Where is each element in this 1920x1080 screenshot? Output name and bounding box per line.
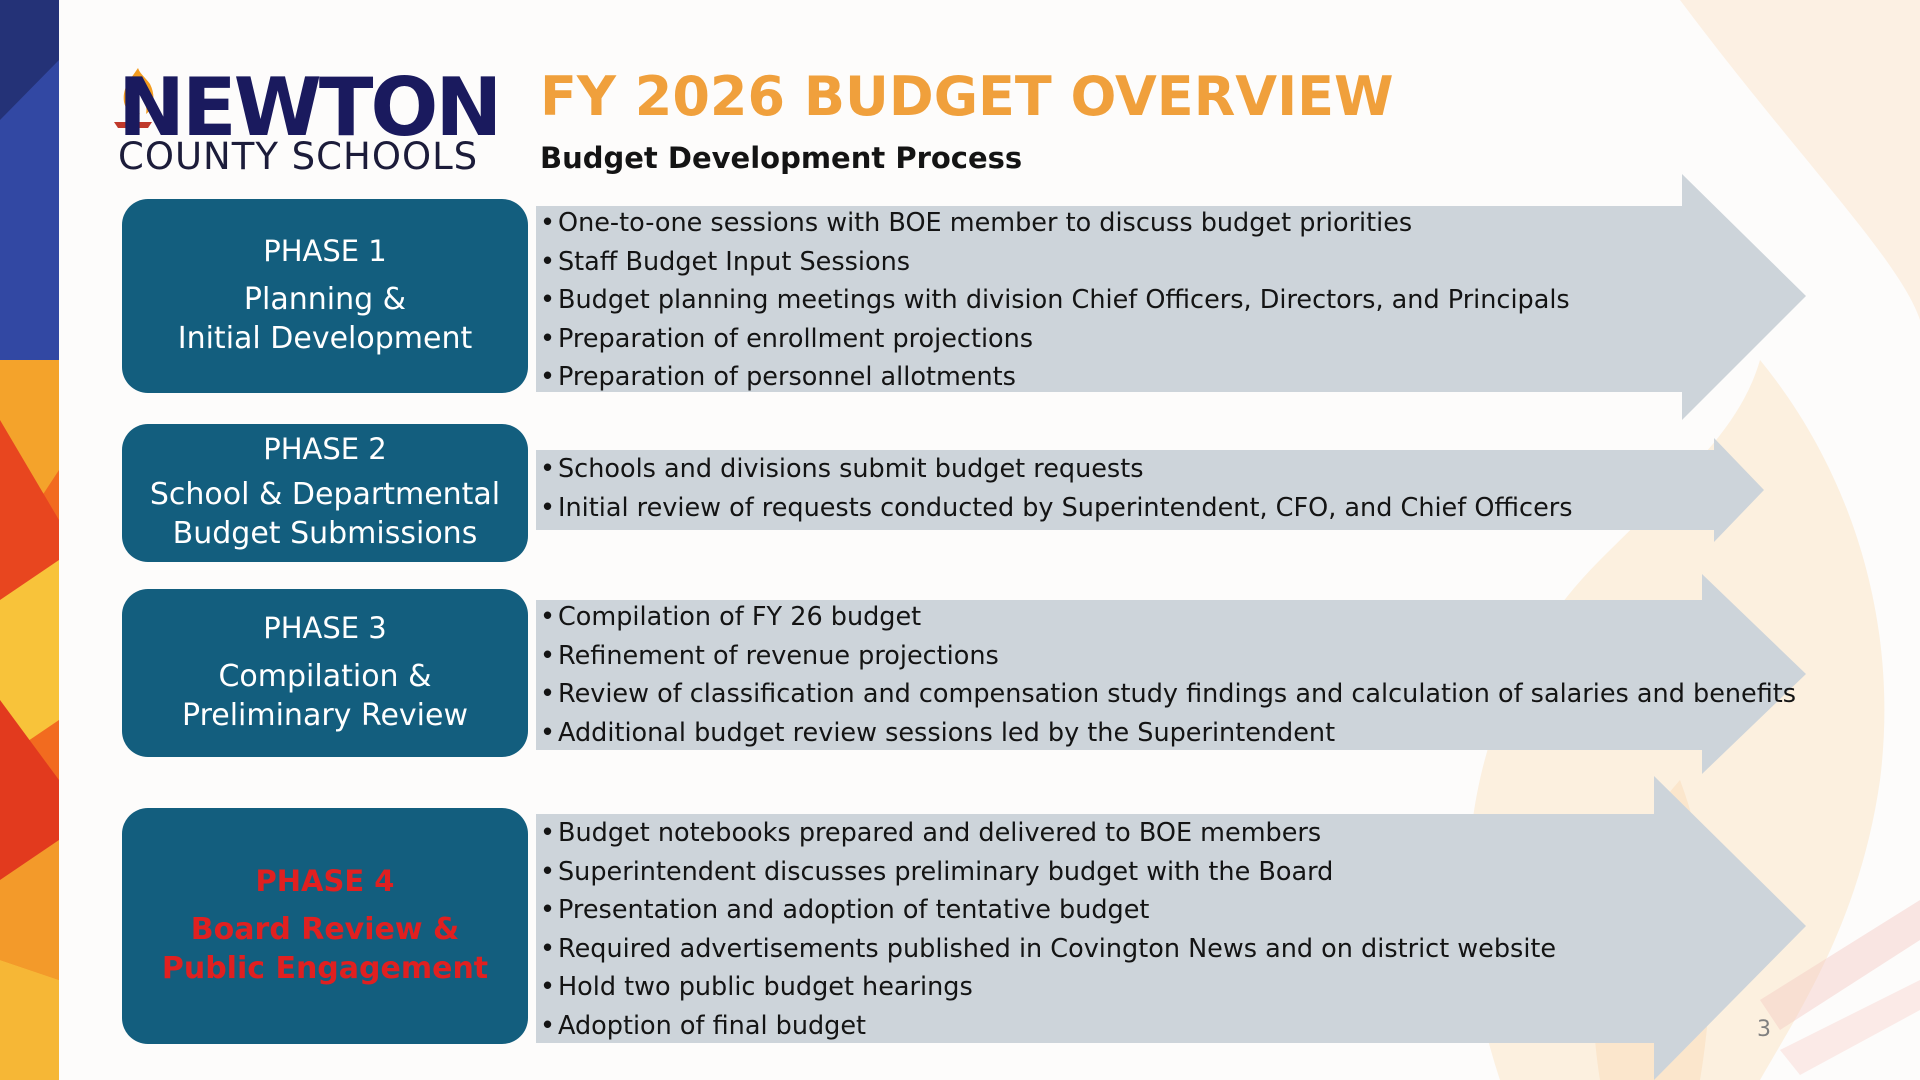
phase-3-number: PHASE 3 <box>263 610 387 645</box>
phase-1-number: PHASE 1 <box>263 233 387 268</box>
bullet-item: Preparation of personnel allotments <box>540 358 1570 397</box>
phase-3-box: PHASE 3 Compilation & Preliminary Review <box>122 589 528 757</box>
bullet-item: Initial review of requests conducted by … <box>540 489 1573 528</box>
bullet-item: Budget notebooks prepared and delivered … <box>540 814 1556 853</box>
phase-3-name-line-2: Preliminary Review <box>182 698 468 734</box>
phase-3-name-line-1: Compilation & <box>218 659 432 695</box>
slide-title: FY 2026 BUDGET OVERVIEW <box>540 65 1394 128</box>
bullet-item: Review of classification and compensatio… <box>540 675 1796 714</box>
phase-4-name-line-2: Public Engagement <box>161 951 489 987</box>
phase-1-name-line-1: Planning & <box>243 282 407 318</box>
bullet-item: Schools and divisions submit budget requ… <box>540 450 1573 489</box>
phase-4-name-line-1: Board Review & <box>190 912 460 948</box>
torch-flame-icon <box>114 68 154 128</box>
phase-1-box: PHASE 1 Planning & Initial Development <box>122 199 528 393</box>
phase-4-name: Board Review & Public Engagement <box>162 910 488 988</box>
page-number: 3 <box>1757 1017 1771 1042</box>
phase-2-name-line-1: School & Departmental <box>149 476 501 512</box>
newton-county-schools-logo: NEWTON COUNTY SCHOOLS <box>112 68 512 178</box>
bullet-item: Required advertisements published in Cov… <box>540 930 1556 969</box>
logo-wordmark: NEWTON <box>118 61 502 154</box>
slide-subtitle: Budget Development Process <box>540 141 1023 175</box>
bullet-item: Superintendent discusses preliminary bud… <box>540 853 1556 892</box>
phase-4-number: PHASE 4 <box>255 863 395 898</box>
bullet-item: Hold two public budget hearings <box>540 968 1556 1007</box>
phase-3-bullets: Compilation of FY 26 budget Refinement o… <box>540 598 1796 752</box>
logo-subtitle: COUNTY SCHOOLS <box>118 135 479 178</box>
bullet-item: Refinement of revenue projections <box>540 637 1796 676</box>
bullet-item: Preparation of enrollment projections <box>540 320 1570 359</box>
phase-4-bullets: Budget notebooks prepared and delivered … <box>540 814 1556 1045</box>
phase-2-bullets: Schools and divisions submit budget requ… <box>540 450 1573 527</box>
phase-4-box: PHASE 4 Board Review & Public Engagement <box>122 808 528 1044</box>
phase-1-name-line-2: Initial Development <box>177 321 473 357</box>
phase-1-bullets: One-to-one sessions with BOE member to d… <box>540 204 1570 397</box>
bullet-item: Budget planning meetings with division C… <box>540 281 1570 320</box>
bullet-item: One-to-one sessions with BOE member to d… <box>540 204 1570 243</box>
phase-2-box: PHASE 2 School & Departmental Budget Sub… <box>122 424 528 562</box>
bullet-item: Compilation of FY 26 budget <box>540 598 1796 637</box>
phase-1-name: Planning & Initial Development <box>178 280 473 358</box>
bullet-item: Additional budget review sessions led by… <box>540 714 1796 753</box>
phase-3-name: Compilation & Preliminary Review <box>182 657 468 735</box>
phase-2-name: School & Departmental Budget Submissions <box>150 475 500 554</box>
phase-2-number: PHASE 2 <box>263 432 387 466</box>
left-decorative-stripe <box>0 0 59 1080</box>
bullet-item: Adoption of final budget <box>540 1007 1556 1046</box>
bullet-item: Staff Budget Input Sessions <box>540 243 1570 282</box>
bullet-item: Presentation and adoption of tentative b… <box>540 891 1556 930</box>
phase-2-name-line-2: Budget Submissions <box>172 516 478 552</box>
